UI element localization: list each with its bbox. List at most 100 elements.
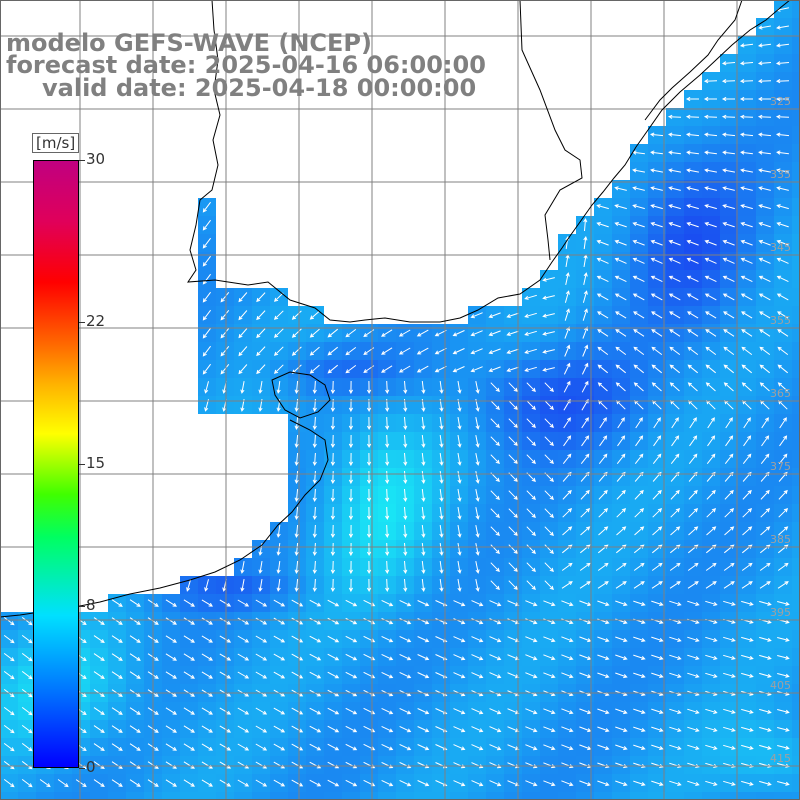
wind-arrow [508,418,518,429]
wind-arrow [309,346,320,356]
wind-arrow [255,635,268,643]
wind-arrow [273,725,286,733]
wind-cell [792,234,800,252]
wind-arrow [725,417,733,429]
wind-arrow [417,672,430,679]
wind-arrow [471,744,484,751]
wind-arrow [385,542,390,557]
wind-arrow [421,434,426,449]
wind-arrow [457,507,462,520]
wind-cell [792,144,800,162]
wind-arrow [111,653,123,661]
wind-arrow [722,150,735,155]
wind-cell [414,792,432,800]
wind-arrow [599,417,607,429]
wind-arrow [201,779,213,787]
wind-arrow [614,257,627,264]
wind-arrow [506,330,519,336]
wind-arrow [722,257,735,264]
wind-arrow [475,471,480,484]
wind-arrow [651,382,662,392]
wind-arrow [544,526,554,537]
wind-arrow [439,381,444,394]
wind-arrow [652,526,663,536]
wind-arrow [219,617,232,625]
wind-arrow [111,671,123,679]
wind-arrow [312,542,317,557]
grid-label: 375 [770,460,791,473]
wind-cell [486,792,504,800]
wind-arrow [453,744,466,751]
wind-arrow [617,417,625,429]
wind-arrow [632,222,645,228]
wind-cell [504,792,522,800]
wind-arrow [561,672,574,679]
wind-arrow [366,488,372,503]
wind-arrow [722,204,735,210]
wind-arrow [240,579,245,592]
wind-arrow [452,366,465,373]
wind-arrow [291,743,304,751]
wind-arrow [490,436,500,447]
wind-arrow [294,542,299,557]
wind-arrow [651,600,664,606]
wind-arrow [779,435,788,447]
wind-arrow [705,780,718,786]
wind-arrow [777,382,788,392]
wind-arrow [403,470,408,485]
wind-arrow [385,470,390,485]
wind-arrow [237,635,250,643]
wind-arrow [381,707,394,715]
wind-arrow [348,578,354,593]
wind-arrow [421,560,426,575]
wind-arrow [758,150,771,155]
wind-arrow [597,329,609,337]
wind-arrow [739,61,754,66]
wind-arrow [345,743,358,751]
wind-arrow [565,272,570,286]
wind-arrow [757,43,772,48]
wind-arrow [582,326,589,339]
wind-arrow [759,364,771,374]
wind-arrow [759,600,772,606]
wind-arrow [312,524,317,539]
wind-arrow [722,275,735,283]
wind-arrow [421,416,426,431]
wind-arrow [740,150,753,155]
wind-arrow [561,600,574,607]
wind-arrow [687,581,699,589]
wind-arrow [758,293,771,301]
wind-arrow [309,671,322,679]
wind-arrow [330,434,336,449]
wind-arrow [563,435,572,447]
wind-arrow [526,454,536,465]
wind-arrow [777,781,790,786]
wind-cell [468,792,486,800]
wind-arrow [238,364,248,375]
wind-cell [792,558,800,576]
wind-arrow [385,560,390,575]
wind-cell [792,198,800,216]
grid-label: 365 [770,387,791,400]
wind-arrow [366,524,372,539]
wind-arrow [345,635,358,643]
wind-arrow [490,580,500,591]
wind-arrow [525,744,538,751]
wind-arrow [345,599,358,607]
wind-arrow [583,217,588,232]
wind-arrow [722,186,735,191]
wind-arrow [722,222,735,228]
wind-arrow [704,257,717,264]
wind-arrow [399,707,412,715]
wind-arrow [524,366,537,372]
wind-arrow [721,114,736,119]
wind-arrow [345,707,358,715]
wind-arrow [421,470,426,485]
wind-arrow [129,599,141,607]
grid-label: 355 [770,314,791,327]
wind-arrow [704,293,717,301]
wind-arrow [294,380,299,395]
wind-arrow [542,349,555,354]
colorbar-tick-label: 30 [86,150,106,168]
